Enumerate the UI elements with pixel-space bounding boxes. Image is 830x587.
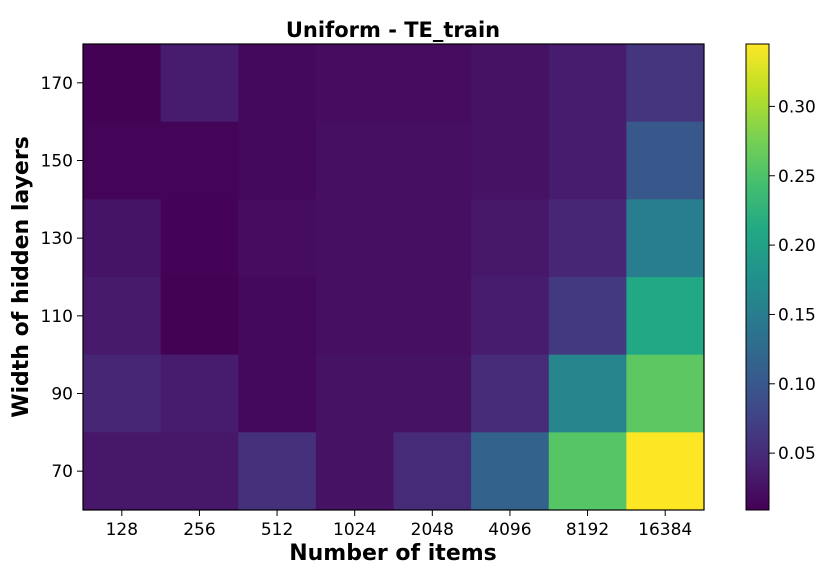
heatmap-cell-130-2048 — [393, 199, 472, 278]
y-tick-label: 130 — [41, 229, 73, 249]
heatmap-cell-150-512 — [238, 121, 317, 200]
heatmap-cells — [83, 44, 705, 511]
heatmap-cell-90-512 — [238, 354, 317, 433]
heatmap-cell-70-4096 — [471, 432, 550, 511]
heatmap-cell-170-16384 — [626, 44, 705, 123]
colorbar — [745, 43, 770, 511]
heatmap-cell-130-128 — [83, 199, 162, 278]
heatmap-cell-110-512 — [238, 277, 317, 356]
heatmap-cell-70-2048 — [393, 432, 472, 511]
y-axis-label: Width of hidden layers — [9, 136, 34, 418]
x-tick-label: 4096 — [488, 520, 531, 540]
colorbar-ticks: 0.05 0.10 0.15 0.20 0.25 0.30 — [769, 97, 816, 464]
heatmap-cell-130-512 — [238, 199, 317, 278]
heatmap-cell-130-1024 — [315, 199, 394, 278]
heatmap-cell-130-4096 — [471, 199, 550, 278]
heatmap-cell-90-4096 — [471, 354, 550, 433]
colorbar-tick-label: 0.30 — [778, 97, 816, 117]
y-axis-ticks: 170 150 130 110 90 70 — [41, 74, 83, 482]
y-tick-label: 170 — [41, 74, 73, 94]
heatmap-cell-170-4096 — [471, 44, 550, 123]
plot-frame — [82, 43, 705, 511]
colorbar-tick-label: 0.20 — [778, 236, 816, 256]
colorbar-tick-label: 0.25 — [778, 167, 816, 187]
x-axis-label: Number of items — [289, 541, 497, 566]
heatmap-cell-90-2048 — [393, 354, 472, 433]
heatmap-cell-150-128 — [83, 121, 162, 200]
chart-title: Uniform - TE_train — [286, 18, 500, 42]
heatmap-cell-170-512 — [238, 44, 317, 123]
x-tick-label: 8192 — [566, 520, 609, 540]
heatmap-cell-70-256 — [160, 432, 239, 511]
heatmap-cell-130-16384 — [626, 199, 705, 278]
heatmap-cell-110-8192 — [548, 277, 627, 356]
x-axis-ticks: 128 256 512 1024 2048 4096 8192 16384 — [106, 510, 692, 540]
heatmap-cell-110-2048 — [393, 277, 472, 356]
colorbar-tick-label: 0.10 — [778, 375, 816, 395]
heatmap-cell-90-16384 — [626, 354, 705, 433]
heatmap-cell-110-16384 — [626, 277, 705, 356]
heatmap-cell-90-256 — [160, 354, 239, 433]
x-tick-label: 128 — [106, 520, 138, 540]
x-tick-label: 2048 — [411, 520, 454, 540]
x-tick-label: 256 — [183, 520, 215, 540]
heatmap-cell-90-8192 — [548, 354, 627, 433]
heatmap-cell-110-256 — [160, 277, 239, 356]
heatmap-cell-70-128 — [83, 432, 162, 511]
heatmap-cell-150-2048 — [393, 121, 472, 200]
y-tick-label: 150 — [41, 152, 73, 172]
heatmap-cell-150-16384 — [626, 121, 705, 200]
x-tick-label: 1024 — [333, 520, 376, 540]
heatmap-cell-170-2048 — [393, 44, 472, 123]
heatmap-cell-150-8192 — [548, 121, 627, 200]
heatmap-cell-90-1024 — [315, 354, 394, 433]
heatmap-cell-70-1024 — [315, 432, 394, 511]
heatmap-cell-110-1024 — [315, 277, 394, 356]
heatmap-cell-170-1024 — [315, 44, 394, 123]
heatmap-cell-170-256 — [160, 44, 239, 123]
y-tick-label: 70 — [51, 462, 73, 482]
heatmap-cell-70-16384 — [626, 432, 705, 511]
heatmap-cell-150-1024 — [315, 121, 394, 200]
colorbar-tick-label: 0.15 — [778, 305, 816, 325]
heatmap-cell-90-128 — [83, 354, 162, 433]
heatmap-cell-70-512 — [238, 432, 317, 511]
heatmap-cell-150-256 — [160, 121, 239, 200]
x-tick-label: 16384 — [638, 520, 692, 540]
heatmap-cell-70-8192 — [548, 432, 627, 511]
heatmap-cell-110-4096 — [471, 277, 550, 356]
y-tick-label: 110 — [41, 307, 73, 327]
heatmap-cell-170-8192 — [548, 44, 627, 123]
y-tick-label: 90 — [51, 385, 73, 405]
heatmap-cell-130-8192 — [548, 199, 627, 278]
x-tick-label: 512 — [261, 520, 293, 540]
heatmap-cell-150-4096 — [471, 121, 550, 200]
heatmap-cell-130-256 — [160, 199, 239, 278]
heatmap-cell-170-128 — [83, 44, 162, 123]
colorbar-tick-label: 0.05 — [778, 444, 816, 464]
heatmap-cell-110-128 — [83, 277, 162, 356]
